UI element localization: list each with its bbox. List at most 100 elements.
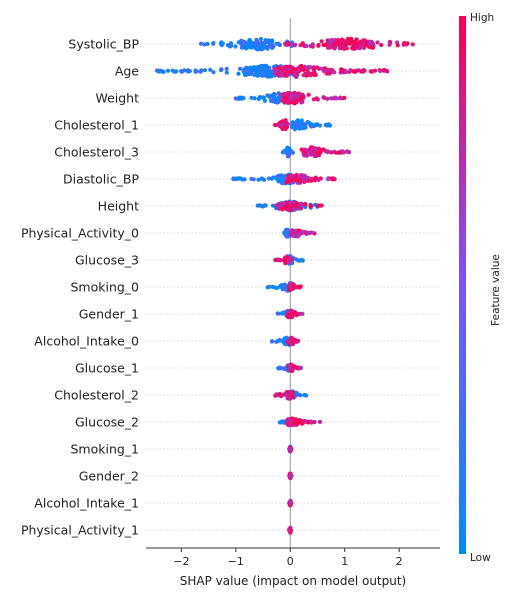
- shap-point: [288, 500, 293, 505]
- shap-point: [277, 337, 282, 343]
- shap-point: [277, 420, 282, 425]
- shap-point: [293, 127, 298, 132]
- shap-point: [286, 309, 291, 314]
- feature-label: Glucose_2: [75, 415, 139, 430]
- shap-point: [266, 66, 271, 72]
- shap-point: [255, 203, 260, 208]
- shap-point: [317, 203, 323, 208]
- shap-point: [289, 94, 294, 100]
- shap-point: [327, 38, 332, 43]
- shap-point: [369, 39, 374, 44]
- shap-point: [243, 44, 248, 50]
- shap-point: [313, 122, 318, 127]
- feature-label: Gender_1: [79, 307, 139, 322]
- shap-point: [202, 68, 208, 73]
- shap-point: [290, 416, 295, 421]
- shap-point: [256, 177, 261, 182]
- shap-point: [218, 41, 223, 46]
- shap-point: [174, 69, 179, 74]
- shap-point: [339, 45, 344, 51]
- shap-point: [302, 125, 307, 130]
- shap-point: [310, 150, 315, 156]
- shap-point: [293, 74, 299, 79]
- shap-point: [254, 41, 259, 46]
- shap-point: [325, 150, 330, 155]
- shap-point: [352, 69, 357, 74]
- shap-point: [290, 395, 295, 400]
- shap-point: [270, 203, 276, 208]
- shap-point: [288, 64, 293, 69]
- shap-point: [239, 42, 244, 47]
- feature-label: Glucose_3: [75, 253, 139, 268]
- shap-point: [301, 173, 306, 178]
- shap-point: [255, 68, 261, 73]
- shap-point: [240, 177, 245, 182]
- shap-point: [293, 42, 298, 48]
- shap-point: [312, 177, 317, 182]
- shap-point: [341, 150, 346, 155]
- shap-point: [266, 176, 271, 181]
- shap-point: [273, 122, 278, 128]
- shap-point: [262, 203, 267, 208]
- shap-point: [284, 122, 289, 127]
- shap-point: [252, 66, 257, 71]
- shap-point: [296, 258, 301, 263]
- feature-label: Age: [115, 64, 139, 79]
- shap-point: [252, 96, 257, 101]
- shap-point: [362, 68, 367, 73]
- shap-point: [311, 66, 317, 71]
- shap-point: [280, 420, 286, 425]
- shap-point: [304, 73, 309, 78]
- shap-point: [321, 95, 326, 100]
- shap-point: [272, 92, 277, 97]
- feature-label: Smoking_1: [70, 442, 139, 457]
- shap-point: [280, 311, 285, 316]
- shap-point: [325, 96, 330, 101]
- shap-point: [277, 366, 282, 371]
- shap-point: [287, 446, 292, 451]
- shap-point: [286, 417, 292, 422]
- shap-point: [326, 177, 331, 182]
- shap-point: [293, 337, 298, 342]
- shap-point: [236, 71, 241, 76]
- shap-point: [165, 68, 171, 73]
- shap-point: [286, 91, 291, 96]
- shap-point: [282, 92, 288, 97]
- shap-point: [282, 125, 287, 130]
- shap-point: [262, 98, 267, 103]
- shap-point: [211, 70, 216, 75]
- shap-point: [306, 92, 311, 97]
- shap-point: [306, 178, 311, 183]
- shap-point: [280, 178, 285, 183]
- shap-point: [303, 150, 308, 155]
- shap-point: [249, 95, 254, 100]
- shap-point: [263, 38, 268, 43]
- shap-point: [370, 45, 375, 50]
- colorbar: [459, 16, 466, 554]
- shap-point: [274, 41, 279, 46]
- shap-point: [288, 529, 293, 535]
- shap-point: [298, 95, 303, 100]
- shap-point: [291, 282, 296, 287]
- shap-point: [276, 65, 281, 70]
- shap-point: [288, 473, 293, 478]
- shap-point: [315, 97, 320, 102]
- colorbar-low-label: Low: [470, 552, 491, 564]
- shap-point: [291, 199, 296, 205]
- colorbar-title: Feature value: [490, 254, 502, 326]
- shap-point: [269, 43, 274, 48]
- shap-point: [301, 122, 306, 127]
- feature-label: Height: [98, 199, 139, 214]
- shap-point: [285, 204, 290, 209]
- shap-point: [260, 63, 265, 69]
- shap-point: [319, 39, 324, 44]
- colorbar-high-label: High: [470, 12, 494, 24]
- shap-point: [211, 41, 216, 46]
- shap-point: [276, 311, 281, 316]
- shap-point: [259, 41, 265, 47]
- shap-point: [283, 71, 288, 76]
- shap-point: [233, 44, 238, 49]
- shap-point: [249, 40, 254, 45]
- shap-point: [305, 65, 311, 70]
- shap-point: [269, 176, 274, 181]
